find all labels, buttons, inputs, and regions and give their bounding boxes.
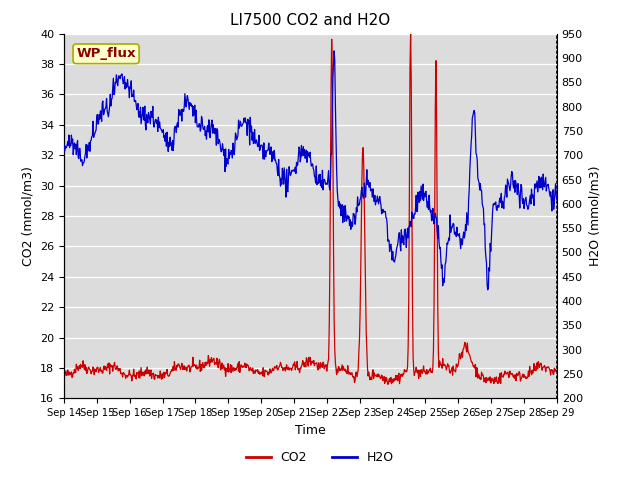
Legend: CO2, H2O: CO2, H2O [241,446,399,469]
Title: LI7500 CO2 and H2O: LI7500 CO2 and H2O [230,13,390,28]
Y-axis label: H2O (mmol/m3): H2O (mmol/m3) [588,166,602,266]
Text: WP_flux: WP_flux [76,48,136,60]
Y-axis label: CO2 (mmol/m3): CO2 (mmol/m3) [22,166,35,266]
X-axis label: Time: Time [295,424,326,437]
